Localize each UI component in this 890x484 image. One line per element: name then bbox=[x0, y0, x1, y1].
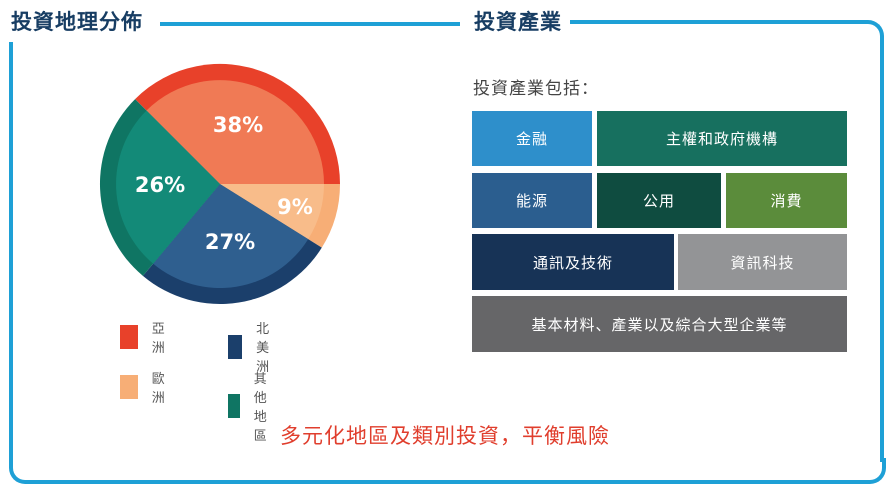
geo-pie-chart: 38% 9% 27% 26% bbox=[99, 63, 341, 304]
pie-slice-asia bbox=[146, 80, 324, 184]
legend-label: 歐洲 bbox=[151, 372, 165, 406]
tile-label: 金融 bbox=[515, 130, 548, 148]
tile-label: 通訊及技術 bbox=[532, 253, 613, 272]
tile-label: 能源 bbox=[515, 192, 548, 210]
legend-item-north-america: 北美洲 bbox=[228, 318, 279, 375]
legend-label: 其他地區 bbox=[253, 372, 267, 444]
legend-swatch-asia bbox=[120, 325, 138, 349]
pie-slice-other bbox=[116, 110, 220, 264]
legend-swatch-north-america bbox=[228, 334, 243, 359]
frame-top-line-left bbox=[160, 22, 460, 26]
legend-label: 北美洲 bbox=[256, 322, 270, 375]
legend-label: 亞洲 bbox=[151, 322, 165, 356]
tagline: 多元化地區及類別投資，平衡風險 bbox=[280, 424, 610, 448]
pie-slice-europe bbox=[220, 184, 324, 240]
tile-label: 基本材料、產業以及綜合大型企業等 bbox=[531, 315, 788, 334]
frame-corner-bottom-right bbox=[860, 458, 886, 484]
pie-label-asia: 38% bbox=[213, 113, 263, 137]
pie-label-other: 26% bbox=[135, 173, 185, 197]
industry-tile-consumer: 消費 bbox=[726, 173, 847, 228]
legend-item-asia: 亞洲 bbox=[120, 318, 171, 356]
industry-tile-telecom: 通訊及技術 bbox=[472, 234, 674, 290]
legend-swatch-other bbox=[228, 394, 240, 418]
legend-item-other: 其他地區 bbox=[228, 368, 279, 444]
frame-top-line-right bbox=[570, 20, 866, 24]
frame-left-line bbox=[9, 42, 13, 462]
pie-slice-namerica bbox=[153, 184, 309, 288]
tile-label: 資訊科技 bbox=[730, 253, 795, 272]
industry-tile-it: 資訊科技 bbox=[678, 234, 847, 290]
industry-tile-utilities: 公用 bbox=[597, 173, 721, 228]
frame-corner-top-right bbox=[862, 20, 884, 42]
industry-tile-sovereign: 主權和政府機構 bbox=[597, 111, 847, 166]
frame-right-line bbox=[880, 40, 884, 462]
frame-corner-bottom-left bbox=[9, 458, 31, 484]
pie-label-namerica: 27% bbox=[205, 230, 255, 254]
industry-tile-materials: 基本材料、產業以及綜合大型企業等 bbox=[472, 296, 847, 352]
pie-label-europe: 9% bbox=[277, 195, 313, 219]
tile-label: 公用 bbox=[642, 192, 675, 210]
tile-label: 消費 bbox=[770, 192, 803, 210]
geo-section-title: 投資地理分佈 bbox=[5, 6, 149, 36]
legend-swatch-europe bbox=[120, 375, 138, 399]
industry-tile-energy: 能源 bbox=[472, 173, 592, 228]
industry-section-title: 投資產業 bbox=[468, 6, 568, 36]
industry-intro-text: 投資產業包括： bbox=[473, 79, 599, 99]
tile-label: 主權和政府機構 bbox=[665, 130, 778, 148]
frame-bottom-line bbox=[30, 480, 864, 484]
legend-item-europe: 歐洲 bbox=[120, 368, 171, 406]
industry-tile-finance: 金融 bbox=[472, 111, 592, 166]
